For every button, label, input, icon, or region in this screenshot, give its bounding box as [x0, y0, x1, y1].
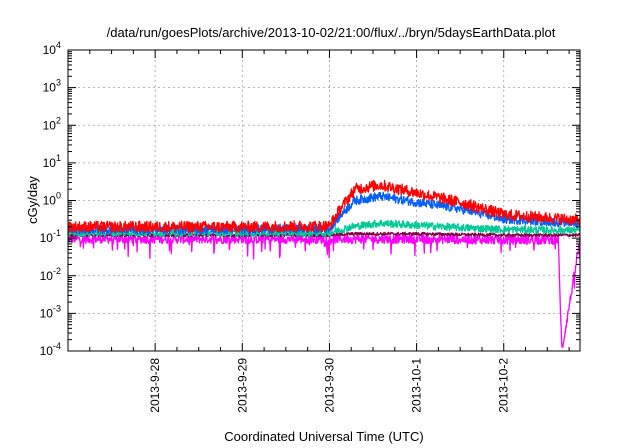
y-tick-label: 103 — [43, 78, 61, 95]
series-line-5 — [67, 179, 581, 234]
y-tick-label: 101 — [43, 153, 61, 170]
y-tick-label: 10-4 — [40, 341, 61, 358]
y-tick-label: 102 — [43, 115, 61, 132]
y-tick-label: 104 — [43, 40, 61, 57]
y-tick-label: 10-1 — [40, 228, 61, 245]
y-tick-label: 10-2 — [40, 266, 61, 283]
series-group — [67, 179, 581, 348]
grid-lines — [68, 50, 580, 351]
chart-title: /data/run/goesPlots/archive/2013-10-02/2… — [107, 25, 556, 40]
x-tick-label: 2013-9-28 — [148, 358, 162, 413]
x-tick-label: 2013-9-30 — [322, 358, 336, 413]
y-axis-label: cGy/day — [25, 176, 40, 224]
y-tick-label: 10-3 — [40, 303, 61, 320]
axis-ticks — [68, 49, 580, 352]
x-tick-label: 2013-10-2 — [497, 358, 511, 413]
x-axis-label: Coordinated Universal Time (UTC) — [224, 429, 423, 444]
series-line-1 — [67, 233, 581, 348]
x-tick-label: 2013-10-1 — [410, 358, 424, 413]
tick-labels: 10-4 10-3 10-2 10-1 100 101 102 103 104 2013-9-28… — [40, 40, 511, 413]
y-tick-label: 100 — [43, 191, 61, 208]
x-tick-label: 2013-9-29 — [235, 358, 249, 413]
